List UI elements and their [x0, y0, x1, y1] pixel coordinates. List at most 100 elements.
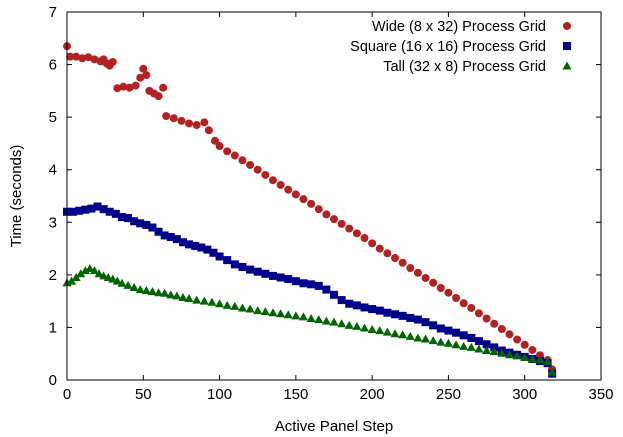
- data-point: [230, 301, 240, 310]
- data-point: [276, 180, 285, 189]
- data-point: [474, 344, 484, 353]
- data-point: [413, 333, 423, 342]
- data-point: [119, 82, 128, 91]
- data-point: [177, 116, 186, 125]
- data-point: [284, 275, 293, 284]
- data-point: [84, 53, 93, 62]
- data-point: [330, 290, 338, 299]
- data-point: [222, 300, 232, 309]
- x-tick-label: 200: [360, 386, 385, 403]
- data-point: [276, 309, 286, 318]
- y-tick-label: 4: [49, 162, 57, 179]
- data-point: [67, 276, 77, 285]
- data-point: [459, 331, 468, 340]
- data-point: [160, 231, 169, 240]
- data-point: [314, 205, 323, 214]
- data-point: [383, 249, 392, 258]
- data-point: [261, 170, 270, 179]
- data-point: [105, 207, 114, 216]
- data-point: [352, 229, 361, 238]
- data-point: [191, 241, 200, 250]
- data-point: [215, 299, 225, 308]
- x-tick-label: 300: [512, 386, 537, 403]
- data-point: [405, 331, 415, 340]
- data-point: [345, 299, 354, 308]
- x-tick-label: 350: [588, 386, 613, 403]
- data-point: [398, 258, 407, 267]
- data-point: [375, 306, 384, 315]
- data-point: [223, 147, 232, 156]
- data-point: [428, 336, 438, 345]
- data-point: [185, 240, 194, 249]
- y-tick-label: 7: [49, 4, 57, 21]
- data-point: [246, 265, 255, 274]
- data-point: [90, 55, 99, 64]
- y-tick-label: 6: [49, 57, 57, 74]
- data-point: [268, 176, 277, 185]
- data-point: [337, 296, 346, 305]
- data-point: [443, 338, 453, 347]
- data-point: [117, 213, 126, 222]
- data-point: [169, 114, 178, 123]
- data-point: [421, 334, 431, 343]
- data-point: [436, 337, 446, 346]
- data-point: [130, 217, 139, 226]
- data-point: [314, 315, 324, 324]
- y-tick-label: 1: [49, 319, 57, 336]
- data-point: [81, 205, 90, 214]
- data-point: [421, 318, 430, 327]
- data-point: [261, 269, 270, 278]
- data-point: [230, 260, 239, 269]
- data-point: [260, 307, 270, 316]
- data-point: [444, 288, 453, 297]
- data-point: [337, 319, 347, 328]
- data-point: [89, 266, 99, 275]
- axis-ticks: 0 50 100 150 200 250 300 350 0 1 2 3 4 5 6 7: [49, 4, 614, 403]
- series-0: [63, 42, 557, 374]
- data-point: [69, 207, 78, 216]
- data-point: [154, 288, 164, 297]
- data-point: [166, 233, 175, 242]
- legend-marker: [562, 61, 572, 70]
- data-point: [314, 281, 323, 290]
- data-point: [111, 209, 120, 218]
- data-point: [382, 327, 392, 336]
- data-point: [466, 342, 476, 351]
- y-axis-title: Time (seconds): [8, 145, 25, 248]
- y-tick-label: 0: [49, 372, 57, 389]
- data-point: [200, 118, 209, 127]
- data-point: [474, 309, 483, 318]
- data-point: [520, 340, 529, 349]
- data-point: [203, 245, 212, 254]
- legend-label-tall: Tall (32 x 8) Process Grid: [383, 59, 546, 75]
- data-point: [192, 121, 201, 130]
- data-point: [223, 256, 232, 265]
- data-point: [291, 311, 301, 320]
- data-point: [360, 323, 370, 332]
- data-point: [307, 280, 316, 289]
- data-point: [467, 303, 476, 312]
- data-point: [230, 151, 239, 160]
- x-tick-label: 50: [135, 386, 152, 403]
- data-point: [78, 54, 87, 63]
- data-point: [154, 227, 163, 236]
- data-point: [547, 367, 557, 376]
- data-point: [99, 205, 108, 214]
- data-point: [123, 280, 133, 289]
- data-point: [80, 266, 90, 275]
- data-point: [391, 254, 400, 263]
- data-point: [421, 274, 430, 283]
- data-point: [199, 296, 209, 305]
- data-point: [459, 299, 468, 308]
- data-point: [291, 277, 300, 286]
- data-point: [291, 190, 300, 199]
- data-point: [413, 268, 422, 277]
- data-point: [112, 276, 122, 285]
- legend-label-square: Square (16 x 16) Process Grid: [350, 39, 546, 55]
- data-point: [429, 321, 438, 330]
- data-point: [192, 295, 202, 304]
- data-point: [375, 326, 385, 335]
- y-tick-label: 5: [49, 109, 57, 126]
